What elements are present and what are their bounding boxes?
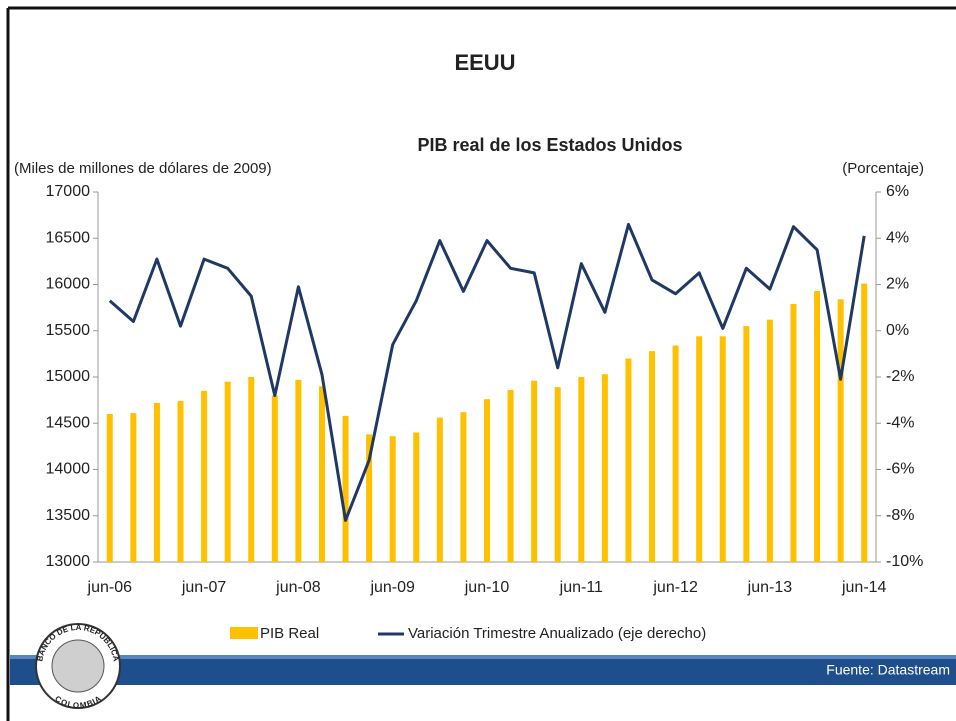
bar <box>248 377 255 562</box>
x-tick-label: jun-13 <box>747 579 793 596</box>
bar <box>625 358 632 562</box>
bar <box>130 413 137 562</box>
x-tick-label: jun-06 <box>87 579 133 596</box>
y2-tick-label: 2% <box>886 276 909 293</box>
x-tick-label: jun-11 <box>559 579 603 596</box>
y-tick-label: 15500 <box>46 322 91 339</box>
y-tick-label: 16500 <box>46 229 91 246</box>
bar <box>649 351 656 562</box>
bar <box>601 374 608 562</box>
y2-tick-label: -4% <box>886 414 914 431</box>
bar <box>436 417 443 562</box>
x-tick-label: jun-08 <box>275 579 321 596</box>
y-tick-label: 13500 <box>46 507 91 524</box>
source: Fuente: Datastream <box>826 662 950 678</box>
y2-axis-label: (Porcentaje) <box>842 160 924 177</box>
bar <box>554 387 561 562</box>
footer-band <box>10 655 956 685</box>
y-tick-label: 17000 <box>46 183 91 200</box>
bar <box>696 336 703 562</box>
bar <box>578 377 585 562</box>
bar <box>766 319 773 562</box>
y2-tick-label: -2% <box>886 368 914 385</box>
bar <box>271 395 278 562</box>
y2-tick-label: -8% <box>886 507 914 524</box>
y2-tick-label: 4% <box>886 229 909 246</box>
bar <box>507 389 514 562</box>
bar <box>672 345 679 562</box>
y2-tick-label: 0% <box>886 322 909 339</box>
bar <box>318 386 325 562</box>
bar <box>295 379 302 562</box>
bar <box>837 299 844 562</box>
y2-tick-label: 6% <box>886 183 909 200</box>
bar <box>177 401 184 562</box>
bar <box>224 381 231 562</box>
legend-label: PIB Real <box>260 625 319 642</box>
bar <box>484 399 490 562</box>
bar <box>861 283 868 562</box>
y-tick-label: 14500 <box>46 414 91 431</box>
bar <box>201 390 208 562</box>
bar <box>106 414 113 562</box>
y2-tick-label: -6% <box>886 461 914 478</box>
y-tick-label: 14000 <box>46 461 91 478</box>
bar <box>413 432 420 562</box>
x-tick-label: jun-12 <box>652 579 698 596</box>
bar <box>531 380 538 562</box>
chart-title: PIB real de los Estados Unidos <box>417 135 682 155</box>
bar <box>366 434 373 562</box>
logo-face <box>51 639 105 693</box>
bar <box>790 303 797 562</box>
legend-swatch <box>230 627 258 639</box>
heading: EEUU <box>454 50 515 75</box>
x-tick-label: jun-09 <box>369 579 415 596</box>
x-tick-label: jun-07 <box>181 579 227 596</box>
bar <box>342 415 349 562</box>
bar <box>814 290 821 562</box>
y-axis-label: (Miles de millones de dólares de 2009) <box>14 160 272 177</box>
y2-tick-label: -10% <box>886 553 923 570</box>
bar <box>743 326 750 562</box>
line <box>108 222 866 522</box>
bar <box>389 436 396 562</box>
legend-label: Variación Trimestre Anualizado (eje dere… <box>408 625 706 642</box>
x-tick-label: jun-10 <box>464 579 510 596</box>
y-tick-label: 16000 <box>46 276 91 293</box>
y-tick-label: 13000 <box>46 553 91 570</box>
logo: BANCO DE LA REPUBLICA COLOMBIA <box>35 623 121 710</box>
footer-band-light <box>10 655 956 659</box>
bar <box>153 402 160 562</box>
bar <box>460 412 467 562</box>
bar <box>719 336 726 562</box>
y-tick-label: 15000 <box>46 368 91 385</box>
x-tick-label: jun-14 <box>841 579 887 596</box>
